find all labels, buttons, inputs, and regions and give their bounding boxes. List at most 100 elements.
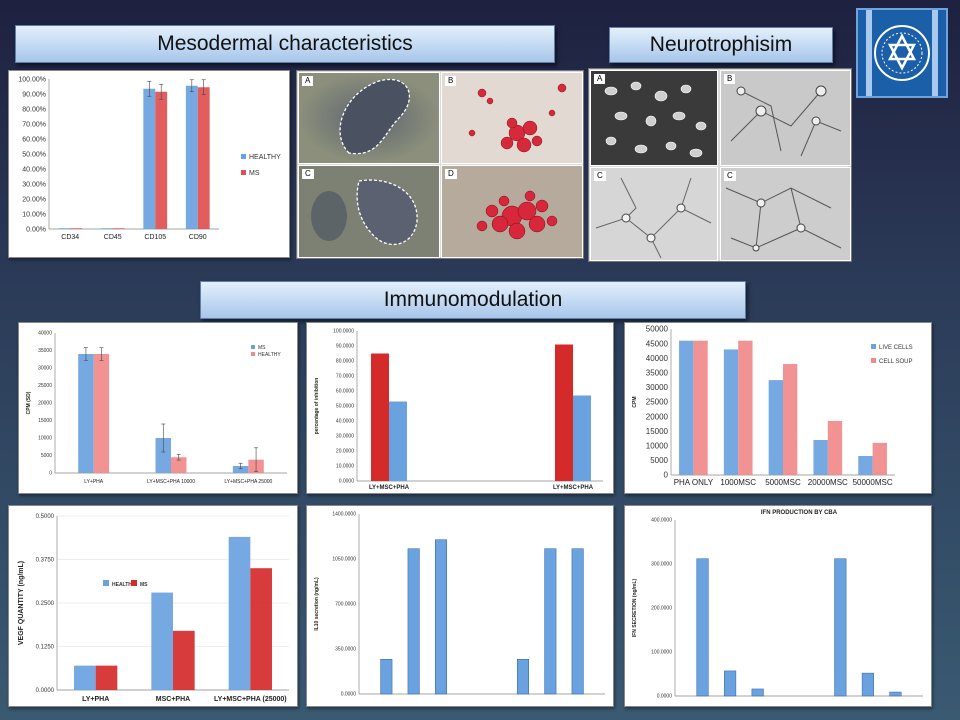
y-tick-label: 70.0000 xyxy=(336,374,354,380)
vegf-panel: 0.0000 0.1250 0.2500 0.3750 0.5000 VEGF QUANT… xyxy=(8,505,298,707)
neurotrophism-banner: Neurotrophisim xyxy=(609,27,833,63)
y-tick-label: 40.0000 xyxy=(336,419,354,425)
x-tick-label: 50000MSC xyxy=(853,478,893,487)
legend-label: MS xyxy=(249,170,260,177)
y-tick-label: 30.00% xyxy=(22,181,46,188)
y-tick-label: 60.0000 xyxy=(336,389,354,395)
y-tick-label: 60.00% xyxy=(22,136,46,143)
photo-label: A xyxy=(302,76,314,86)
y-tick-label: 0.1250 xyxy=(36,645,55,651)
y-tick-label: 1400.0000 xyxy=(332,512,356,518)
y-tick-label: 5000 xyxy=(41,453,52,459)
bar xyxy=(155,438,171,473)
organization-logo xyxy=(856,8,948,98)
il10-panel: 0.0000 350.0000 700.0000 1050.0000 1400.0000… xyxy=(306,505,614,707)
legend-swatch xyxy=(251,352,255,356)
y-tick-label: 10.0000 xyxy=(336,464,354,470)
x-tick-label: CD45 xyxy=(104,234,122,241)
photo-label: B xyxy=(445,76,457,86)
y-axis-title: CPM xyxy=(632,396,638,407)
y-tick-label: 20.00% xyxy=(22,196,46,203)
x-tick-label: CD105 xyxy=(144,234,166,241)
legend-swatch xyxy=(241,154,246,159)
bar xyxy=(100,228,113,229)
y-tick-label: 35000 xyxy=(38,348,52,354)
immunomodulation-banner: Immunomodulation xyxy=(200,281,746,319)
star-of-david-emblem-icon xyxy=(866,10,938,96)
bar xyxy=(555,344,573,481)
y-tick-label: 90.00% xyxy=(22,91,46,98)
bar xyxy=(371,353,389,481)
y-tick-label: 30000 xyxy=(646,383,669,392)
bar xyxy=(380,659,393,695)
y-tick-label: 70.00% xyxy=(22,121,46,128)
y-tick-label: 20000 xyxy=(646,412,669,421)
y-tick-label: 5000 xyxy=(650,456,668,465)
bar xyxy=(389,401,407,481)
bar xyxy=(724,670,737,697)
x-tick-label: MSC+PHA xyxy=(156,696,190,703)
bar xyxy=(173,630,195,690)
mesodermal-banner: Mesodermal characteristics xyxy=(15,25,555,63)
cpm-proliferation-panel: 0 5000 10000 15000 20000 25000 30000 35000 40000… xyxy=(18,322,298,494)
bar xyxy=(185,85,198,229)
bar xyxy=(768,380,783,475)
legend-label: LIVE CELLS xyxy=(879,345,913,351)
y-tick-label: 350.0000 xyxy=(335,647,356,653)
bar xyxy=(58,228,71,229)
y-axis-title: IFN SECRETION (ng/mL) xyxy=(632,579,638,638)
y-tick-label: 700.0000 xyxy=(335,602,356,608)
y-tick-label: 25000 xyxy=(646,398,669,407)
x-tick-label: LY+PHA xyxy=(82,696,109,703)
y-tick-label: 0.5000 xyxy=(36,514,55,520)
bar xyxy=(783,364,798,475)
y-axis-title: VEGF QUANTITY (ng/mL) xyxy=(18,561,25,645)
y-axis-title: IL10 secretion (ng/mL) xyxy=(314,577,320,631)
y-tick-label: 10000 xyxy=(38,436,52,442)
y-tick-label: 20.0000 xyxy=(336,449,354,455)
bar xyxy=(834,558,847,697)
y-tick-label: 0.0000 xyxy=(657,694,673,700)
bar xyxy=(544,548,557,695)
ifn-chart: 0.0000 100.0000 200.0000 300.0000 400.0000 IF… xyxy=(632,510,923,700)
photo-label: B xyxy=(724,74,736,84)
y-axis-title: CPM (SD) xyxy=(26,391,32,414)
photo-label: A xyxy=(594,74,606,84)
x-tick-label: 5000MSC xyxy=(765,478,801,487)
y-tick-label: 200.0000 xyxy=(651,606,672,612)
y-tick-label: 20000 xyxy=(38,401,52,407)
y-tick-label: 50000 xyxy=(646,325,669,334)
bar xyxy=(858,456,873,475)
x-tick-label: LY+MSC+PHA (25000) xyxy=(214,696,287,703)
x-tick-label: PHA ONLY xyxy=(674,478,714,487)
bar xyxy=(70,228,83,229)
y-tick-label: 1050.0000 xyxy=(332,557,356,563)
vegf-chart: 0.0000 0.1250 0.2500 0.3750 0.5000 VEGF QUANT… xyxy=(18,514,289,703)
bar xyxy=(861,672,874,697)
neuro-photo-b: B xyxy=(720,70,851,166)
legend-label: MS xyxy=(140,582,148,588)
y-tick-label: 400.0000 xyxy=(651,518,672,524)
bar xyxy=(723,349,739,475)
y-tick-label: 40000 xyxy=(646,354,669,363)
y-axis-title: percentage of inhibition xyxy=(314,378,320,435)
x-tick-label: CD34 xyxy=(61,234,79,241)
bar xyxy=(827,420,843,475)
markers-chart: 0.00% 10.00% 20.00% 30.00% 40.00% 50.00% 60.00… xyxy=(18,76,281,241)
y-tick-label: 80.00% xyxy=(22,106,46,113)
bar xyxy=(228,536,251,690)
y-tick-label: 40.00% xyxy=(22,166,46,173)
photo-a-osteogenic: A xyxy=(298,72,440,164)
x-tick-label: 1000MSC xyxy=(720,478,756,487)
photo-label: C xyxy=(724,171,736,181)
photo-label: C xyxy=(594,171,606,181)
bar xyxy=(151,592,173,690)
bar xyxy=(517,659,529,695)
bar xyxy=(93,354,110,473)
chart-title: IFN PRODUCTION BY CBA xyxy=(761,510,838,516)
markers-chart-panel: 0.00% 10.00% 20.00% 30.00% 40.00% 50.00% 60.00… xyxy=(8,70,290,258)
bar xyxy=(74,665,96,690)
y-tick-label: 50.00% xyxy=(22,151,46,158)
bar xyxy=(143,88,156,229)
legend-swatch xyxy=(871,344,876,349)
